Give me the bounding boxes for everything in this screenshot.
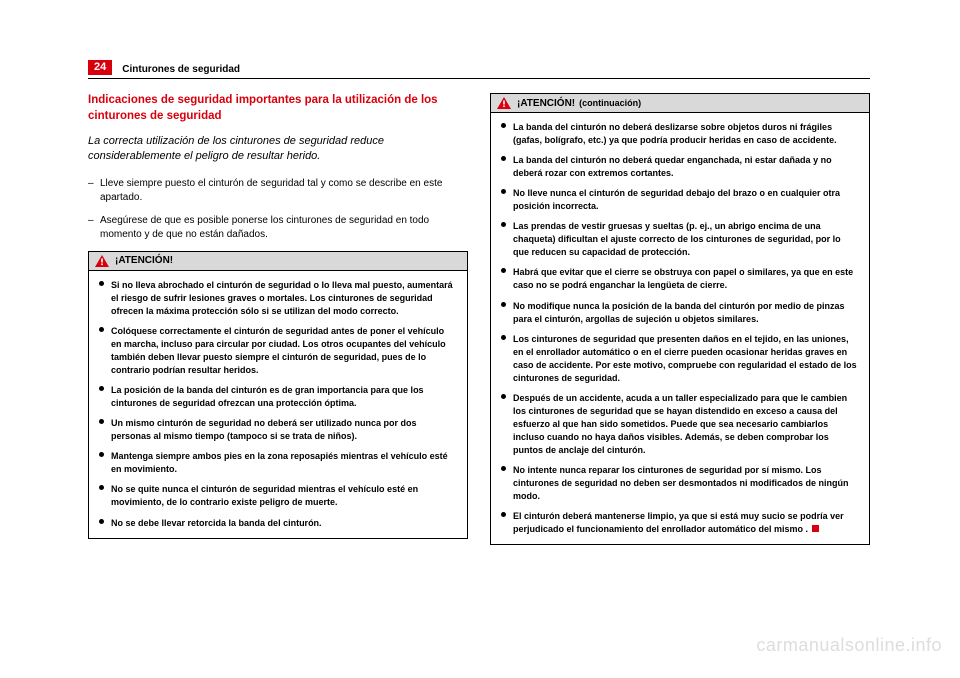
bullet-dot-icon [99, 419, 104, 424]
bullet-dot-icon [99, 327, 104, 332]
content-columns: Indicaciones de seguridad importantes pa… [88, 93, 870, 545]
watermark-text: carmanualsonline.info [756, 635, 942, 656]
instruction-text: Lleve siempre puesto el cinturón de segu… [100, 178, 442, 204]
warning-body: La banda del cinturón no deberá deslizar… [491, 113, 869, 544]
instruction-item: – Lleve siempre puesto el cinturón de se… [88, 177, 468, 206]
bullet-dot-icon [501, 466, 506, 471]
bullet-dot-icon [501, 189, 506, 194]
warning-bullet: Habrá que evitar que el cierre se obstru… [501, 266, 859, 292]
bullet-text: La posición de la banda del cinturón es … [111, 385, 424, 408]
warning-bullet: No modifique nunca la posición de la ban… [501, 300, 859, 326]
warning-bullet: Después de un accidente, acuda a un tall… [501, 392, 859, 457]
warning-bullet: El cinturón deberá mantenerse limpio, ya… [501, 510, 859, 536]
manual-page: 24 Cinturones de seguridad Indicaciones … [88, 60, 870, 618]
bullet-text: Mantenga siempre ambos pies en la zona r… [111, 451, 448, 474]
bullet-dot-icon [501, 302, 506, 307]
bullet-text: Las prendas de vestir gruesas y sueltas … [513, 221, 841, 257]
bullet-text: No intente nunca reparar los cinturones … [513, 465, 849, 501]
warning-bullet: La posición de la banda del cinturón es … [99, 384, 457, 410]
bullet-text: No se debe llevar retorcida la banda del… [111, 518, 322, 528]
bullet-dot-icon [501, 512, 506, 517]
dash-marker: – [88, 177, 94, 192]
warning-header: ¡ATENCIÓN! [89, 252, 467, 271]
warning-bullet: No se debe llevar retorcida la banda del… [99, 517, 457, 530]
bullet-dot-icon [99, 452, 104, 457]
warning-body: Si no lleva abrochado el cinturón de seg… [89, 271, 467, 538]
section-title: Cinturones de seguridad [122, 64, 240, 75]
warning-bullet: Las prendas de vestir gruesas y sueltas … [501, 220, 859, 259]
bullet-dot-icon [501, 123, 506, 128]
warning-box: ¡ATENCIÓN! Si no lleva abrochado el cint… [88, 251, 468, 539]
warning-bullet: Los cinturones de seguridad que presente… [501, 333, 859, 385]
bullet-text: Colóquese correctamente el cinturón de s… [111, 326, 446, 375]
warning-bullet: Un mismo cinturón de seguridad no deberá… [99, 417, 457, 443]
continuation-label: (continuación) [579, 98, 641, 108]
bullet-text: Los cinturones de seguridad que presente… [513, 334, 857, 383]
bullet-text: No lleve nunca el cinturón de seguridad … [513, 188, 840, 211]
bullet-text: La banda del cinturón no deberá quedar e… [513, 155, 832, 178]
bullet-text: Si no lleva abrochado el cinturón de seg… [111, 280, 453, 316]
bullet-dot-icon [99, 281, 104, 286]
warning-bullet: No se quite nunca el cinturón de segurid… [99, 483, 457, 509]
bullet-text: Un mismo cinturón de seguridad no deberá… [111, 418, 417, 441]
bullet-text: El cinturón deberá mantenerse limpio, ya… [513, 511, 844, 534]
instruction-text: Asegúrese de que es posible ponerse los … [100, 215, 429, 241]
bullet-dot-icon [99, 519, 104, 524]
bullet-dot-icon [501, 268, 506, 273]
page-number-badge: 24 [88, 60, 112, 75]
bullet-text: Habrá que evitar que el cierre se obstru… [513, 267, 853, 290]
bullet-text: No se quite nunca el cinturón de segurid… [111, 484, 418, 507]
warning-triangle-icon [95, 255, 109, 267]
topic-heading: Indicaciones de seguridad importantes pa… [88, 93, 468, 124]
warning-bullet: No lleve nunca el cinturón de seguridad … [501, 187, 859, 213]
warning-bullet: Si no lleva abrochado el cinturón de seg… [99, 279, 457, 318]
right-column: ¡ATENCIÓN! (continuación) La banda del c… [490, 93, 870, 545]
warning-triangle-icon [497, 97, 511, 109]
bullet-dot-icon [99, 386, 104, 391]
warning-title: ¡ATENCIÓN! [115, 255, 173, 266]
bullet-dot-icon [501, 394, 506, 399]
instruction-item: – Asegúrese de que es posible ponerse lo… [88, 214, 468, 243]
bullet-dot-icon [501, 335, 506, 340]
page-header: 24 Cinturones de seguridad [88, 60, 870, 79]
left-column: Indicaciones de seguridad importantes pa… [88, 93, 468, 545]
warning-bullet: No intente nunca reparar los cinturones … [501, 464, 859, 503]
intro-text: La correcta utilización de los cinturone… [88, 134, 468, 165]
warning-title: ¡ATENCIÓN! [517, 98, 575, 109]
bullet-dot-icon [501, 156, 506, 161]
bullet-text: No modifique nunca la posición de la ban… [513, 301, 845, 324]
warning-bullet: La banda del cinturón no deberá quedar e… [501, 154, 859, 180]
bullet-text: La banda del cinturón no deberá deslizar… [513, 122, 837, 145]
dash-marker: – [88, 214, 94, 229]
bullet-dot-icon [501, 222, 506, 227]
warning-header: ¡ATENCIÓN! (continuación) [491, 94, 869, 113]
bullet-text: Después de un accidente, acuda a un tall… [513, 393, 847, 455]
warning-bullet: Colóquese correctamente el cinturón de s… [99, 325, 457, 377]
warning-bullet: Mantenga siempre ambos pies en la zona r… [99, 450, 457, 476]
warning-bullet: La banda del cinturón no deberá deslizar… [501, 121, 859, 147]
warning-box-continued: ¡ATENCIÓN! (continuación) La banda del c… [490, 93, 870, 545]
end-mark-icon [812, 525, 819, 532]
bullet-dot-icon [99, 485, 104, 490]
